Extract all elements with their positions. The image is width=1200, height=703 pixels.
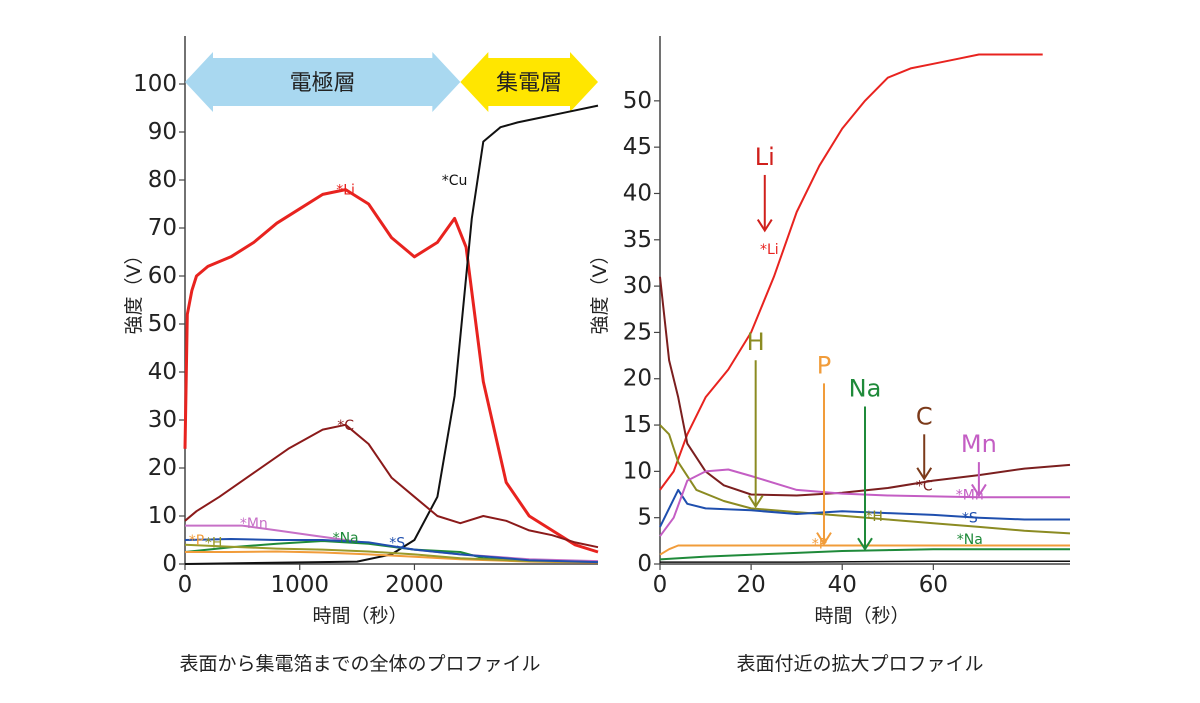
region-arrow-collector — [460, 52, 598, 112]
full-y-tick-label: 30 — [148, 407, 177, 433]
full-marker-c: *C — [337, 418, 354, 434]
full-profile-x-axis-label: 時間（秒） — [312, 605, 407, 627]
surface-zoom-axes: 0 5 10 15 20 25 30 35 40 45 50 0 20 40 60 — [623, 36, 1070, 598]
annotation-arrowhead-li — [756, 218, 773, 233]
annotation-label-na: Na — [849, 375, 882, 403]
annotation-label-c: C — [916, 402, 933, 430]
full-marker-p: *P — [189, 533, 204, 549]
full-profile-y-axis-label: 強度（V） — [123, 246, 145, 335]
zoom-marker-s: *S — [962, 511, 978, 527]
full-y-tick-label: 0 — [162, 551, 177, 577]
zoom-marker-li: *Li — [760, 242, 779, 258]
full-series-h — [184, 543, 599, 564]
zoom-y-tick-label: 0 — [637, 551, 652, 577]
annotation-label-h: H — [747, 328, 765, 356]
annotation-label-mn: Mn — [961, 430, 997, 458]
surface-zoom-markers: *Li*C*H *S*Mn*P *Na — [760, 242, 984, 553]
zoom-y-tick-label: 50 — [623, 88, 652, 114]
zoom-x-tick-label: 60 — [919, 572, 948, 598]
surface-zoom-x-axis-label: 時間（秒） — [814, 605, 909, 627]
full-series-s — [184, 538, 599, 564]
full-profile-region-labels: 電極層 集電層 — [185, 52, 598, 112]
full-y-tick-label: 70 — [148, 215, 177, 241]
zoom-x-tick-label: 0 — [653, 572, 668, 598]
zoom-marker-na: *Na — [957, 532, 983, 548]
full-y-tick-label: 90 — [148, 119, 177, 145]
zoom-x-tick-label: 20 — [736, 572, 765, 598]
zoom-y-tick-label: 40 — [623, 180, 652, 206]
full-y-tick-label: 20 — [148, 455, 177, 481]
surface-zoom-y-axis-label: 強度（V） — [589, 246, 611, 335]
full-marker-h: *H — [205, 535, 223, 551]
surface-zoom-caption: 表面付近の拡大プロファイル — [736, 653, 983, 675]
region-label-electrode: 電極層 — [290, 71, 356, 96]
full-series-c — [184, 423, 599, 549]
full-y-tick-label: 60 — [148, 263, 177, 289]
region-label-collector: 集電層 — [496, 71, 562, 96]
zoom-y-tick-label: 45 — [623, 134, 652, 160]
zoom-x-tick-label: 40 — [828, 572, 857, 598]
region-arrow-electrode — [185, 52, 461, 112]
annotation-arrowhead-h — [747, 495, 764, 509]
full-profile-markers: *Li *Cu *C *Mn *Na *P *H *S — [189, 173, 468, 551]
full-x-tick-label: 1000 — [270, 572, 329, 598]
annotation-arrowhead-mn — [971, 483, 987, 498]
full-marker-na: *Na — [333, 531, 359, 547]
annotation-arrowhead-c — [916, 467, 933, 481]
annotation-arrowhead-na — [857, 537, 873, 552]
zoom-y-tick-label: 25 — [623, 319, 652, 345]
zoom-y-tick-label: 30 — [623, 273, 652, 299]
annotation-arrowhead-p — [816, 532, 832, 546]
full-y-tick-label: 80 — [148, 167, 177, 193]
zoom-marker-c: *C — [916, 478, 933, 494]
full-series-cu — [184, 104, 599, 565]
full-y-tick-label: 40 — [148, 359, 177, 385]
full-marker-s: *S — [389, 535, 405, 551]
full-marker-mn: *Mn — [240, 516, 268, 532]
zoom-series-s — [659, 488, 1070, 528]
full-y-tick-label: 100 — [133, 71, 177, 97]
zoom-series-li — [659, 53, 1043, 491]
zoom-series-h — [659, 424, 1071, 535]
annotation-label-li: Li — [755, 143, 775, 171]
zoom-y-tick-label: 5 — [637, 505, 652, 531]
zoom-y-tick-label: 15 — [623, 412, 652, 438]
zoom-series-cu — [660, 560, 1070, 563]
full-profile-series — [183, 104, 599, 565]
full-marker-li: *Li — [336, 183, 355, 199]
annotation-label-p: P — [817, 351, 831, 379]
full-y-tick-label: 10 — [148, 503, 177, 529]
full-x-tick-label: 0 — [178, 572, 193, 598]
zoom-y-tick-label: 20 — [623, 366, 652, 392]
surface-zoom-annotations: Li H P Na C Mn — [747, 143, 997, 552]
full-y-tick-label: 50 — [148, 311, 177, 337]
zoom-y-tick-label: 35 — [623, 227, 652, 253]
zoom-marker-h: *H — [865, 509, 883, 525]
full-x-tick-label: 2000 — [385, 572, 444, 598]
zoom-y-tick-label: 10 — [623, 458, 652, 484]
full-marker-cu: *Cu — [442, 173, 468, 189]
full-profile-caption: 表面から集電箔までの全体のプロファイル — [179, 653, 540, 675]
zoom-series-p — [659, 544, 1070, 556]
full-series-li — [183, 188, 599, 554]
zoom-series-c — [659, 276, 1071, 497]
zoom-series-mn — [659, 468, 1070, 537]
